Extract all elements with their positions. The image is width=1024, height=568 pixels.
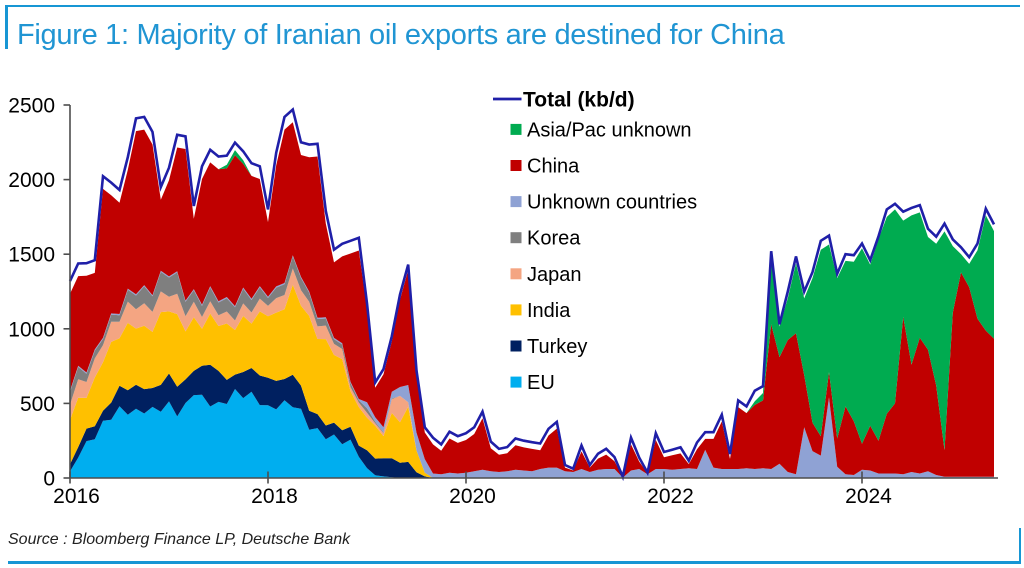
svg-text:2018: 2018: [251, 485, 298, 508]
svg-text:Japan: Japan: [527, 264, 582, 286]
svg-text:Korea: Korea: [527, 228, 581, 250]
svg-text:Total (kb/d): Total (kb/d): [523, 89, 635, 112]
svg-text:1500: 1500: [8, 244, 55, 267]
svg-text:2022: 2022: [647, 485, 694, 508]
svg-text:0: 0: [43, 468, 55, 491]
svg-text:China: China: [527, 156, 580, 178]
svg-text:500: 500: [20, 393, 55, 416]
svg-text:2500: 2500: [8, 95, 55, 118]
svg-text:Unknown countries: Unknown countries: [527, 192, 697, 214]
svg-text:1000: 1000: [8, 318, 55, 341]
svg-text:Turkey: Turkey: [527, 336, 587, 358]
svg-text:India: India: [527, 300, 571, 322]
svg-text:2000: 2000: [8, 169, 55, 192]
svg-text:EU: EU: [527, 372, 555, 394]
svg-text:2024: 2024: [845, 485, 892, 508]
svg-text:2020: 2020: [449, 485, 496, 508]
svg-text:2016: 2016: [53, 485, 100, 508]
svg-text:Asia/Pac unknown: Asia/Pac unknown: [527, 119, 692, 141]
